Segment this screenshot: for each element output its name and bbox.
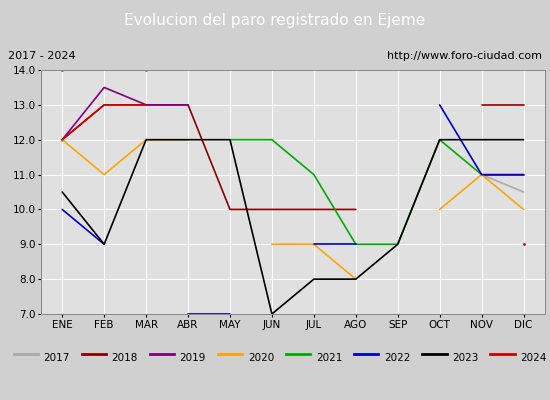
Text: 2021: 2021 bbox=[316, 353, 342, 363]
Text: 2017: 2017 bbox=[43, 353, 70, 363]
Text: http://www.foro-ciudad.com: http://www.foro-ciudad.com bbox=[387, 51, 542, 61]
Text: 2024: 2024 bbox=[520, 353, 546, 363]
Text: 2019: 2019 bbox=[180, 353, 206, 363]
Text: 2018: 2018 bbox=[112, 353, 138, 363]
Text: 2023: 2023 bbox=[452, 353, 478, 363]
Text: 2020: 2020 bbox=[248, 353, 274, 363]
Text: 2022: 2022 bbox=[384, 353, 410, 363]
Text: 2017 - 2024: 2017 - 2024 bbox=[8, 51, 76, 61]
Text: Evolucion del paro registrado en Ejeme: Evolucion del paro registrado en Ejeme bbox=[124, 14, 426, 28]
